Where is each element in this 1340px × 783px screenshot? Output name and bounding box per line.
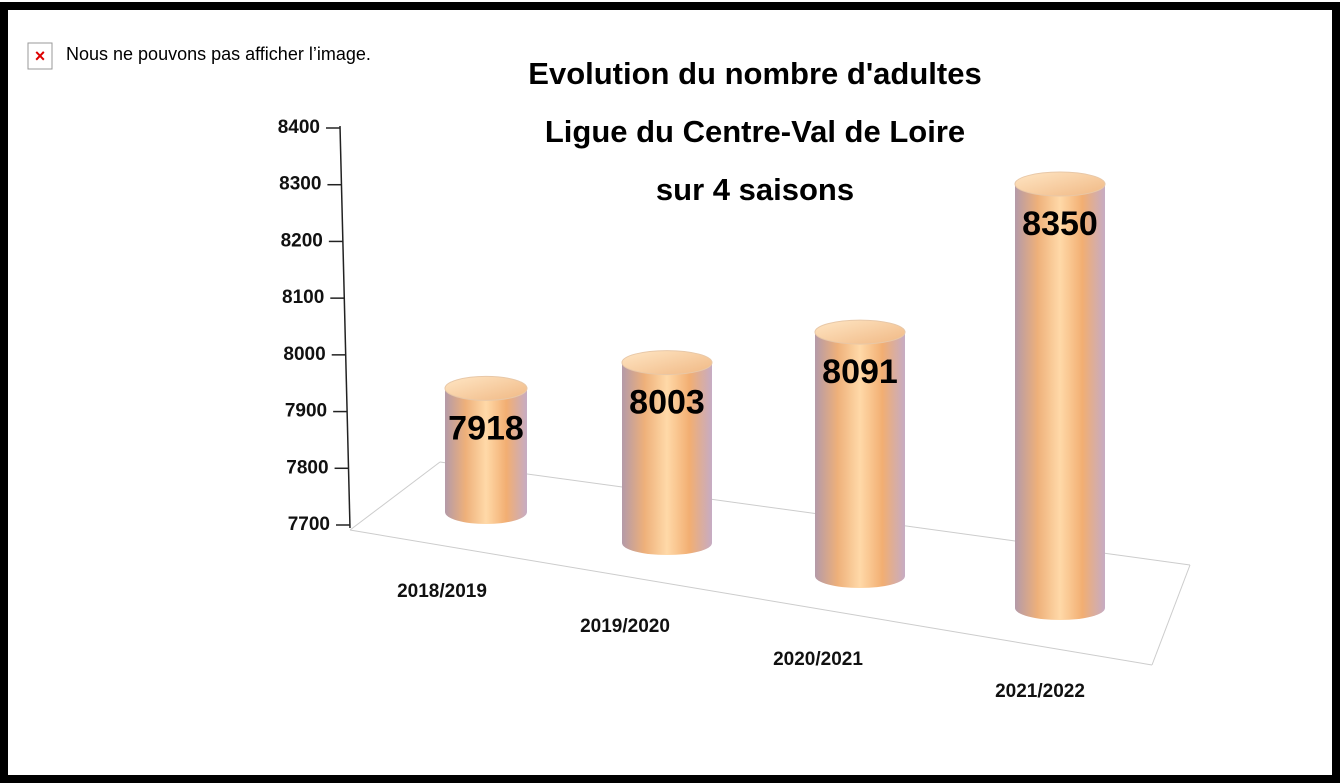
placeholder-text: Nous ne pouvons pas afficher l’image. — [66, 44, 371, 64]
x-tick-label: 2019/2020 — [580, 616, 670, 637]
y-tick-label: 7900 — [285, 401, 327, 422]
x-tick-label: 2018/2019 — [397, 581, 487, 602]
chart-title: sur 4 saisons — [656, 172, 854, 207]
value-label: 8003 — [629, 384, 705, 422]
value-label: 8350 — [1022, 205, 1098, 243]
y-tick-label: 8000 — [283, 344, 325, 365]
bar — [445, 388, 527, 524]
x-tick-label: 2021/2022 — [995, 681, 1085, 702]
value-label: 8091 — [822, 353, 898, 391]
broken-image-x: × — [35, 46, 46, 66]
broken-image-icon — [27, 42, 53, 70]
y-tick-label: 8100 — [282, 287, 324, 308]
bar — [815, 332, 905, 588]
bar-top — [814, 319, 906, 345]
y-tick-label: 7700 — [288, 514, 330, 535]
bar — [1015, 184, 1105, 620]
y-tick-label: 7800 — [286, 457, 328, 478]
y-tick-label: 8400 — [278, 117, 320, 138]
x-tick-label: 2020/2021 — [773, 649, 863, 670]
bar-top — [1014, 171, 1106, 197]
y-tick-label: 8200 — [281, 230, 323, 251]
chart-title: Ligue du Centre-Val de Loire — [545, 114, 965, 149]
y-tick-label: 8300 — [279, 174, 321, 195]
bar — [622, 362, 712, 555]
bar-top — [444, 375, 528, 401]
bar-top — [621, 350, 713, 376]
chart-title: Evolution du nombre d'adultes — [528, 56, 981, 91]
y-axis — [339, 125, 351, 529]
value-label: 7918 — [448, 409, 524, 447]
